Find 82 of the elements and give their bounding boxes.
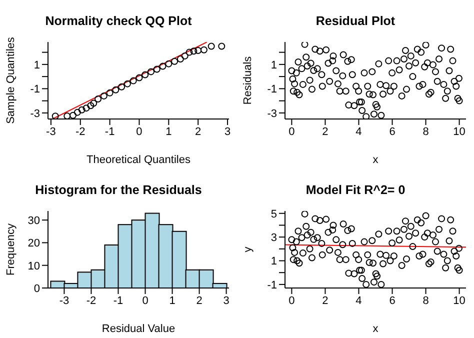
point [124,80,131,88]
x-axis-title: x [372,323,379,335]
x-tick-label: -1 [113,294,124,307]
x-tick-label: 4 [356,294,362,307]
x-tick-label: 8 [422,126,429,138]
point [112,86,120,94]
point [208,42,215,50]
chart-title: Normality check QQ Plot [44,14,193,28]
chart-title: Residual Plot [314,14,396,28]
y-tick-label: 0 [34,282,40,295]
y-tick-label: 5 [270,208,277,220]
y-axis-title: Frequency [4,223,17,276]
x-tick-label: 0 [288,294,295,307]
x-tick-label: 2 [322,126,328,138]
y-axis-title: y [242,246,254,252]
point [148,68,155,76]
x-tick-label: 0 [288,126,295,138]
point [190,48,198,55]
point [218,42,226,50]
y-tick-label: 20 [28,238,40,250]
point [194,46,202,54]
point [153,66,160,73]
point [100,92,108,100]
point [186,48,193,56]
point [64,112,71,119]
x-axis-title: Residual Value [102,323,176,335]
point [130,77,137,84]
x-tick-label: 2 [196,294,202,307]
x-tick-label: 3 [223,294,230,307]
point [70,112,77,119]
point [200,46,208,54]
x-tick-label: 0 [136,126,142,138]
point [90,100,98,107]
y-tick-label: 10 [28,260,40,272]
x-tick-label: 1 [166,126,172,138]
point [52,112,59,119]
y-tick-label: 3 [270,232,277,244]
x-tick-label: -1 [104,126,115,138]
x-tick-label: 3 [224,126,231,138]
point [159,62,166,70]
x-tick-label: 6 [389,126,396,138]
x-tick-label: -3 [59,294,70,307]
x-tick-label: 6 [389,294,396,307]
y-tick-label: 1 [270,256,277,268]
chart-title: Model Fit R^2= 0 [304,183,406,197]
x-axis-title: x [372,154,379,166]
point [74,108,81,116]
y-axis-title: Sample Quantiles [4,36,17,124]
x-tick-label: 2 [195,126,202,138]
y-tick-label: 30 [28,214,40,227]
y-tick-label: -3 [30,108,40,120]
y-tick-label: -3 [267,108,277,120]
x-tick-label: 10 [453,126,466,138]
point [87,102,94,110]
x-tick-label: -3 [46,126,56,138]
y-tick-label: 1 [270,59,277,72]
point [171,58,178,65]
y-tick-label: -1 [30,84,40,96]
point [78,106,86,114]
point [94,95,102,102]
point [181,52,188,60]
x-tick-label: 0 [142,294,148,307]
x-tick-label: -2 [75,126,86,138]
y-axis-title: Residuals [242,56,254,105]
point [106,89,114,96]
y-tick-label: -1 [267,84,277,96]
point [165,60,172,68]
x-tick-label: 8 [422,294,429,307]
x-tick-label: 4 [356,126,362,138]
y-tick-label: -1 [267,279,277,292]
x-tick-label: 10 [453,294,466,307]
point [142,71,149,78]
y-tick-label: 1 [34,59,40,72]
chart-title: Histogram for the Residuals [34,183,203,197]
x-tick-label: -2 [86,294,96,307]
point [118,83,126,90]
x-tick-label: 2 [322,294,328,307]
point [136,74,143,82]
point [82,104,90,112]
x-tick-label: 1 [169,294,176,307]
point [176,55,184,62]
x-axis-title: Theoretical Quantiles [86,154,191,166]
